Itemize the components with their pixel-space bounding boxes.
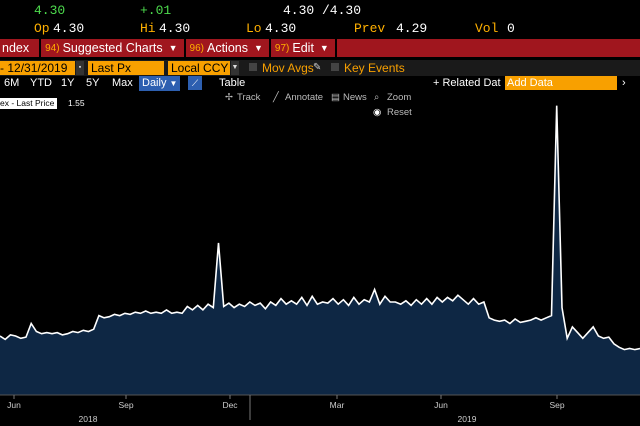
chevron-down-icon[interactable]: ▼ [231, 61, 239, 75]
legend-label: ex - Last Price [0, 98, 55, 108]
bid-ask: 4.30 /4.30 [283, 3, 362, 18]
frequency-label: Daily [142, 77, 167, 89]
menu-label: Actions [207, 41, 248, 55]
period-ytd[interactable]: YTD [30, 77, 52, 89]
year-label: 2019 [458, 414, 477, 424]
open-value: 4.30 [53, 21, 85, 36]
quote-header: 4.30 +.01 4.30 /4.30 Op 4.30 Hi 4.30 Lo … [0, 0, 640, 40]
menu-label: Suggested Charts [62, 41, 163, 55]
suggested-charts-menu[interactable]: 94) Suggested Charts ▼ [41, 39, 183, 57]
menu-number: 94) [45, 42, 60, 54]
news-button[interactable]: News [343, 92, 367, 103]
year-label: 2018 [79, 414, 98, 424]
mov-avgs-checkbox[interactable] [249, 63, 257, 71]
low-label: Lo [246, 21, 262, 36]
reset-button[interactable]: Reset [387, 107, 412, 118]
series-legend: ex - Last Price [0, 98, 58, 109]
reset-icon: ◉ [373, 107, 382, 118]
price-field-value: Last Px [91, 61, 132, 75]
x-tick-label: Sep [118, 400, 133, 410]
caret-down-icon: ▼ [168, 43, 178, 53]
price-field-select[interactable]: Last Px [88, 61, 164, 75]
key-events-checkbox[interactable] [331, 63, 339, 71]
mov-avgs-label: Mov Avgs [262, 61, 314, 75]
legend-value: 1.55 [68, 98, 85, 108]
x-tick-label: Jun [434, 400, 448, 410]
menu-number: 97) [274, 42, 290, 54]
index-tab[interactable]: ndex [0, 39, 39, 57]
x-tick-label: Dec [222, 400, 238, 410]
add-data-placeholder: Add Data [507, 77, 553, 89]
line-chart-icon[interactable]: ⟋ [188, 76, 202, 90]
annotate-icon: ╱ [273, 92, 279, 103]
high-value: 4.30 [159, 21, 191, 36]
menu-bar: ndex 94) Suggested Charts ▼ 96) Actions … [0, 39, 640, 57]
period-max[interactable]: Max [112, 77, 133, 89]
date-range-field[interactable]: - 12/31/2019 [0, 61, 75, 75]
price-line [0, 105, 640, 351]
annotate-button[interactable]: Annotate [285, 92, 324, 103]
actions-menu[interactable]: 96) Actions ▼ [186, 39, 269, 57]
add-data-input[interactable]: Add Data [505, 76, 617, 90]
key-events-label: Key Events [344, 61, 405, 75]
currency-select[interactable]: Local CCY [168, 61, 230, 75]
date-range-value: 12/31/2019 [7, 61, 68, 75]
edit-menu[interactable]: 97) Edit ▼ [271, 39, 335, 57]
field-bar: - 12/31/2019 ▪ Last Px Local CCY ▼ Mov A… [0, 60, 640, 76]
period-1y[interactable]: 1Y [61, 77, 75, 89]
high-label: Hi [140, 21, 156, 36]
prev-value: 4.29 [396, 21, 428, 36]
track-button[interactable]: Track [237, 92, 261, 103]
related-data-button[interactable]: + Related Dat [433, 77, 501, 89]
zoom-button[interactable]: Zoom [387, 92, 412, 103]
menu-divider [183, 39, 186, 57]
menu-divider [268, 39, 271, 57]
currency-value: Local CCY [171, 61, 229, 75]
period-5y[interactable]: 5Y [86, 77, 100, 89]
zoom-icon: ⌕ [374, 92, 380, 103]
x-tick-label: Jun [7, 400, 21, 410]
low-value: 4.30 [265, 21, 297, 36]
chart-toolbar: ✢ Track ╱ Annotate ▤ News ⌕ Zoom ◉ Reset [0, 91, 640, 118]
menu-number: 96) [189, 42, 204, 54]
date-calendar-icon[interactable]: ▪ [76, 61, 84, 75]
index-tab-label: ndex [2, 41, 30, 55]
caret-down-icon: ▼ [319, 43, 329, 53]
pencil-icon[interactable]: ✎ [313, 62, 322, 73]
caret-down-icon: ▼ [254, 43, 263, 53]
last-price: 4.30 [34, 3, 66, 18]
table-button[interactable]: Table [219, 77, 246, 89]
chevron-right-icon[interactable]: › [622, 77, 626, 89]
open-label: Op [34, 21, 50, 36]
menu-label: Edit [292, 41, 314, 55]
prev-label: Prev [354, 21, 386, 36]
x-tick-label: Mar [330, 400, 345, 410]
dash-glyph: - [0, 61, 4, 75]
crosshair-icon: ✢ [225, 92, 233, 103]
menu-divider [334, 39, 337, 57]
period-bar: 6M YTD 1Y 5Y Max Daily ▼ ⟋ Table + Relat… [0, 76, 640, 91]
period-6m[interactable]: 6M [4, 77, 20, 89]
area-fill [0, 105, 640, 395]
vol-value: 0 [507, 21, 515, 36]
price-change: +.01 [140, 3, 172, 18]
caret-down-icon: ▼ [169, 79, 178, 88]
news-icon: ▤ [331, 92, 340, 103]
x-tick-label: Sep [549, 400, 564, 410]
frequency-select[interactable]: Daily ▼ [139, 76, 181, 91]
vol-label: Vol [475, 21, 499, 36]
menu-divider [39, 39, 42, 57]
